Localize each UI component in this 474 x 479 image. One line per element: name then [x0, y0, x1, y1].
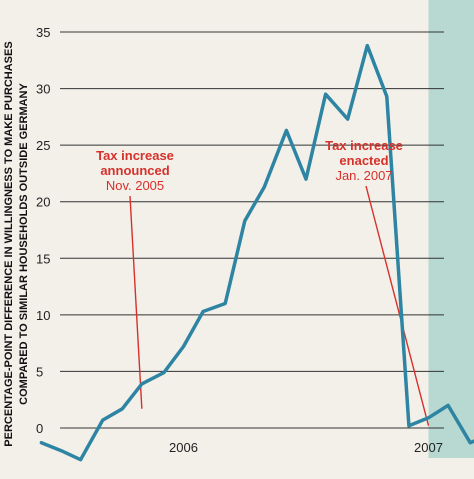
shaded-period	[428, 0, 474, 458]
series-line	[39, 43, 474, 462]
annotation-enacted: Tax increase enacted Jan. 2007	[325, 138, 403, 183]
x-tick-2007: 2007	[414, 440, 443, 455]
annotation-announced: Tax increase announced Nov. 2005	[96, 148, 174, 193]
y-tick-0: 0	[36, 421, 43, 436]
y-axis-label-line-1: PERCENTAGE-POINT DIFFERENCE IN WILLINGNE…	[3, 41, 15, 446]
annotation-announced-date: Nov. 2005	[106, 178, 164, 193]
gridlines	[60, 31, 444, 429]
y-tick-15: 15	[36, 251, 50, 266]
y-tick-25: 25	[36, 138, 50, 153]
y-tick-10: 10	[36, 308, 50, 323]
annotation-leader-1	[365, 185, 430, 426]
annotation-enacted-date: Jan. 2007	[335, 168, 392, 183]
y-tick-5: 5	[36, 364, 43, 379]
x-tick-2006: 2006	[169, 440, 198, 455]
y-tick-20: 20	[36, 195, 50, 210]
annotation-enacted-line-1: Tax increase	[325, 138, 403, 153]
annotation-enacted-line-2: enacted	[339, 153, 388, 168]
y-axis-label-line-2: COMPARED TO SIMILAR HOUSEHOLDS OUTSIDE G…	[18, 83, 30, 405]
y-tick-35: 35	[36, 25, 50, 40]
annotation-announced-line-2: announced	[100, 163, 169, 178]
annotation-leader-0	[129, 195, 143, 409]
y-tick-labels: 0 5 10 15 20 25 30 35	[36, 25, 50, 436]
x-tick-labels: 200620072008	[169, 440, 443, 455]
annotation-leaders	[129, 185, 430, 426]
annotation-announced-line-1: Tax increase	[96, 148, 174, 163]
y-tick-30: 30	[36, 82, 50, 97]
